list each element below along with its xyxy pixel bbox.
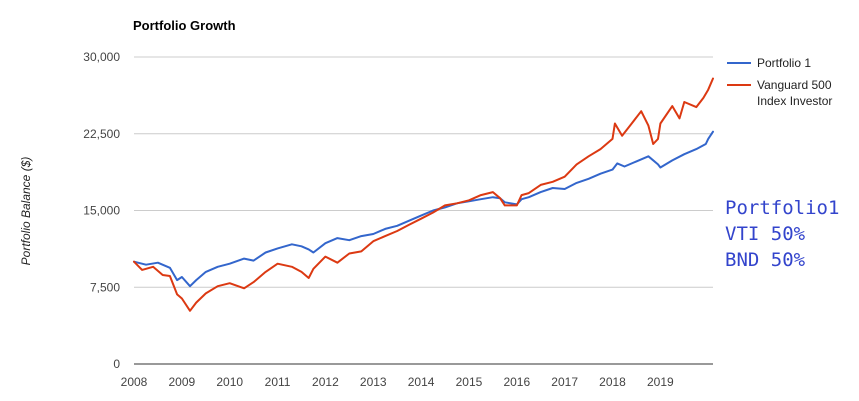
x-tick-label: 2015	[456, 375, 483, 389]
annotation-line-1: Portfolio1	[725, 197, 839, 219]
series-lines	[133, 77, 714, 312]
x-tick-label: 2011	[265, 375, 291, 389]
y-tick-label: 0	[113, 357, 120, 371]
x-axis-ticks: 2008 2009 2010 2011 2012 2013 2014 2015 2016 2017…	[121, 375, 674, 389]
gridlines	[134, 56, 713, 365]
legend-label-0: Portfolio 1	[757, 56, 811, 70]
x-tick-label: 2010	[216, 375, 243, 389]
x-tick-label: 2018	[599, 375, 626, 389]
y-tick-label: 30,000	[83, 50, 120, 64]
legend: Portfolio 1 Vanguard 500 Index Investor	[727, 56, 832, 108]
y-axis-ticks: 0 7,500 15,000 22,500 30,000	[83, 50, 120, 371]
x-tick-label: 2013	[360, 375, 387, 389]
x-tick-label: 2008	[121, 375, 148, 389]
legend-label-1: Vanguard 500 Index Investor	[757, 78, 832, 108]
legend-label-line: Vanguard 500	[757, 78, 832, 92]
series-line-0	[133, 130, 714, 288]
x-tick-label: 2009	[168, 375, 195, 389]
y-tick-label: 22,500	[83, 127, 120, 141]
series-line-1	[133, 77, 714, 312]
portfolio-annotation: Portfolio1 VTI 50% BND 50%	[725, 197, 839, 271]
annotation-line-2: VTI 50%	[725, 223, 806, 245]
y-axis-title: Portfolio Balance ($)	[19, 157, 33, 266]
y-tick-label: 15,000	[83, 204, 120, 218]
y-tick-label: 7,500	[90, 280, 120, 294]
legend-label-line: Portfolio 1	[757, 56, 811, 70]
annotation-line-3: BND 50%	[725, 249, 806, 271]
x-tick-label: 2012	[312, 375, 339, 389]
chart-title: Portfolio Growth	[133, 18, 236, 33]
legend-label-line: Index Investor	[757, 94, 832, 108]
x-tick-label: 2016	[503, 375, 530, 389]
x-tick-label: 2019	[647, 375, 674, 389]
x-tick-label: 2014	[408, 375, 435, 389]
x-tick-label: 2017	[551, 375, 578, 389]
